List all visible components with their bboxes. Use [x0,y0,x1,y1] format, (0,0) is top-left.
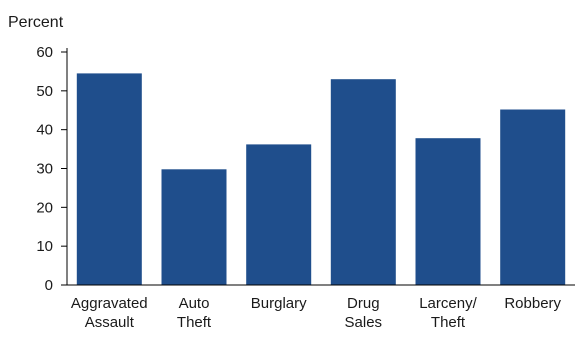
x-tick-label-3: Drug Sales [345,295,383,331]
x-tick-label-4: Larceny/Theft [419,295,477,331]
y-axis-label: Percent [8,14,64,31]
x-tick-label-2: Burglary [251,295,307,312]
axes-layer [66,48,575,286]
y-tick-label-1: 10 [36,238,53,255]
bar-4 [415,138,481,285]
y-tick-label-4: 40 [36,122,53,139]
bar-0 [76,73,142,286]
y-tick-label-0: 0 [45,277,53,294]
bar-1 [161,169,227,285]
y-tick-label-6: 60 [36,44,53,61]
y-tick-label-5: 50 [36,83,53,100]
bar-3 [330,79,396,285]
y-tick-label-2: 20 [36,199,53,216]
y-ticks-layer: 0 10 20 30 40 50 60 [36,44,67,294]
x-tick-label-5: Robbery [504,295,561,312]
bar-5 [500,109,566,285]
bar-2 [246,144,312,285]
x-labels-layer: Aggravated Assault Auto Theft Burglary Drug Sa… [71,295,562,331]
x-tick-label-1: Auto Theft [177,295,212,331]
y-tick-label-3: 30 [36,161,53,178]
bars-layer [76,73,566,286]
x-tick-label-0: Aggravated Assault [71,295,148,331]
